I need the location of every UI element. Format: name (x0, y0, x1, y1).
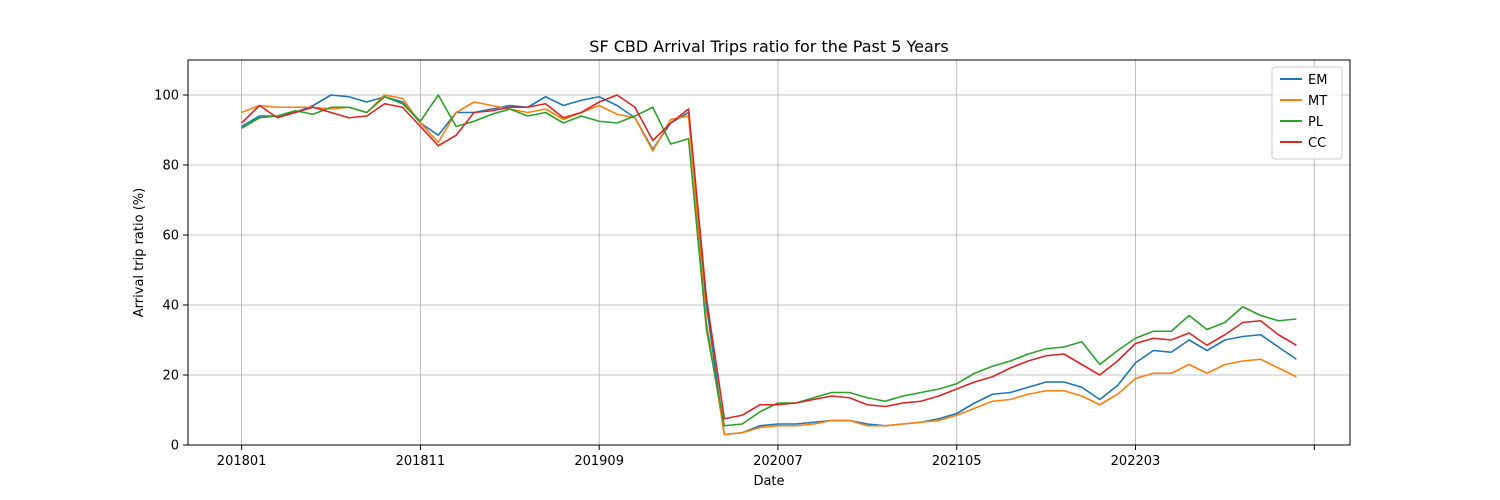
y-tick-label: 20 (162, 369, 179, 384)
y-tick-label: 60 (162, 229, 179, 244)
legend-label-cc: CC (1308, 136, 1326, 151)
legend: EM MT PL CC (1271, 66, 1343, 160)
x-tick-label: 201801 (217, 454, 267, 469)
x-tick-label: 202203 (1111, 454, 1161, 469)
plot-frame (187, 59, 1351, 446)
y-tick-label: 80 (162, 159, 179, 174)
y-tick-label: 100 (154, 89, 179, 104)
series-line-cc (241, 94, 1297, 420)
x-axis: 201801 201811 201909 202007 202105 202203 (217, 445, 1315, 469)
series-line-pl (241, 94, 1297, 427)
x-tick-label: 201909 (574, 454, 624, 469)
y-tick-label: 40 (162, 299, 179, 314)
y-axis: 0 20 40 60 80 100 (154, 89, 188, 454)
chart-title: SF CBD Arrival Trips ratio for the Past … (589, 37, 948, 56)
y-tick-label: 0 (171, 439, 179, 454)
legend-label-pl: PL (1308, 115, 1324, 130)
x-tick-label: 202105 (932, 454, 982, 469)
legend-box (1271, 66, 1343, 160)
x-axis-label: Date (753, 474, 784, 489)
y-axis-label: Arrival trip ratio (%) (132, 188, 147, 317)
x-tick-label: 202007 (753, 454, 803, 469)
legend-label-mt: MT (1308, 94, 1327, 109)
series-layer (241, 94, 1297, 436)
legend-label-em: EM (1308, 73, 1327, 88)
x-tick-label: 201811 (396, 454, 446, 469)
